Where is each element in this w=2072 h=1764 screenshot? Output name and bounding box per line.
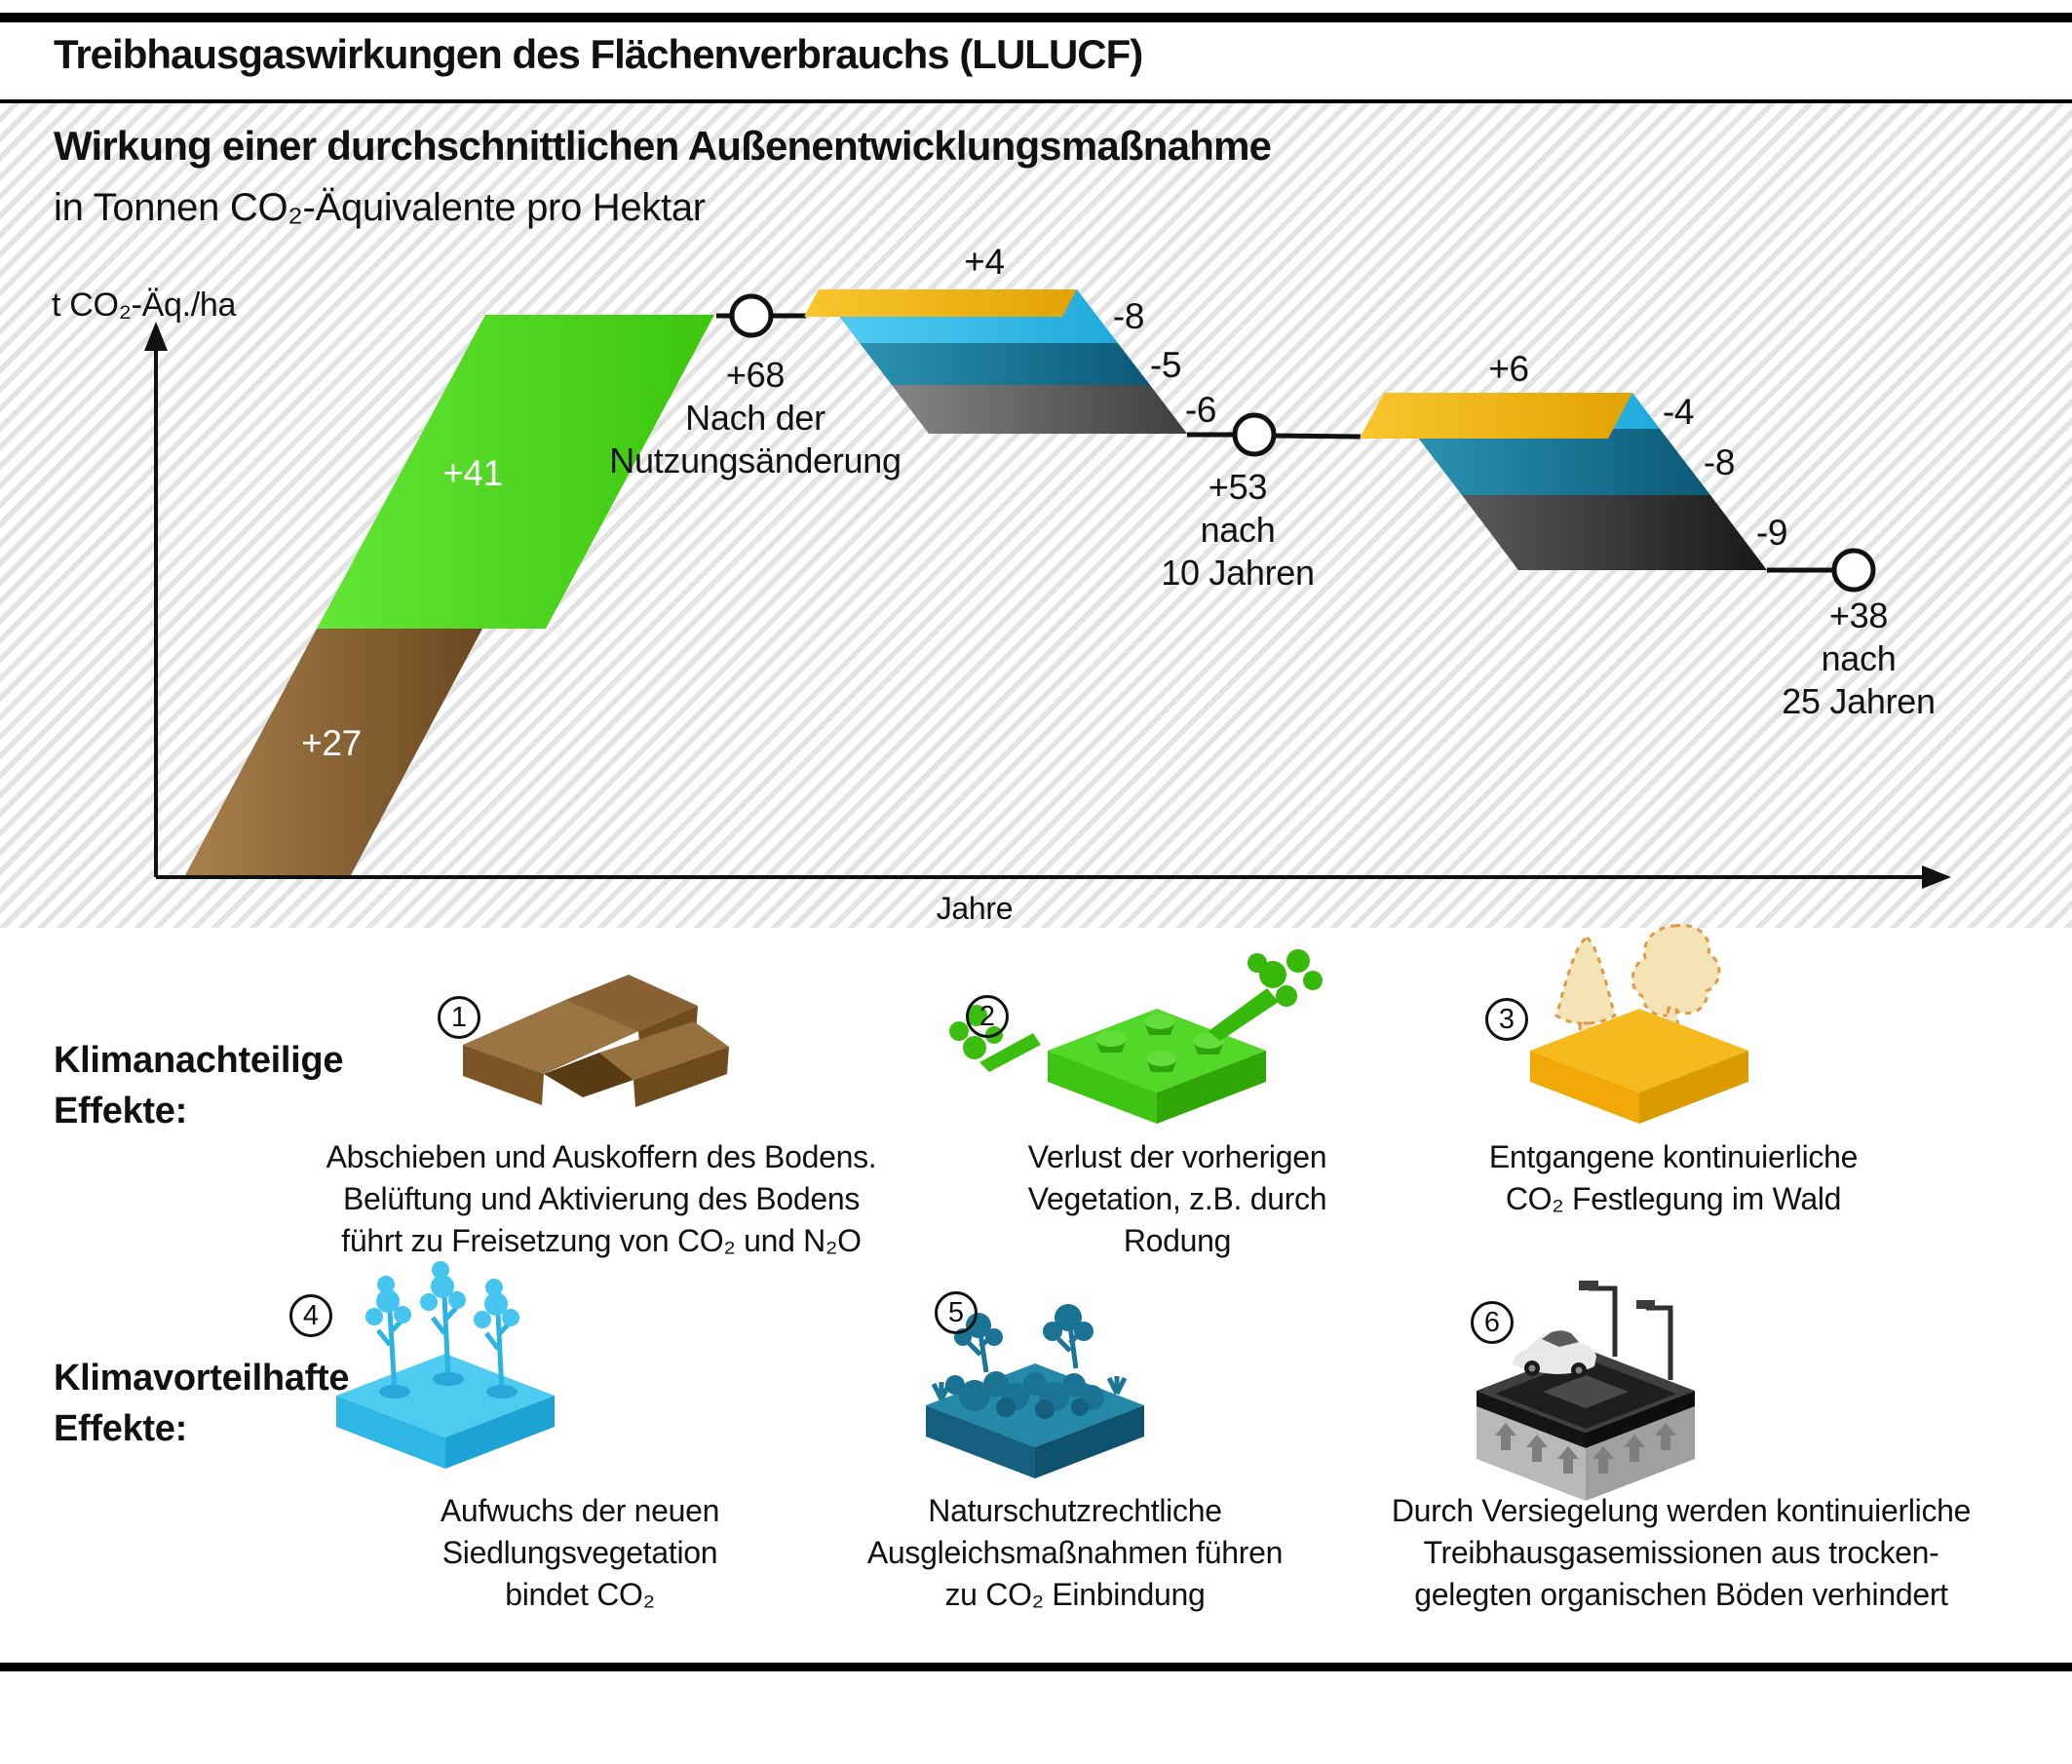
milestone-label-3: +38 nach 25 Jahren xyxy=(1782,595,1936,721)
compensation-measures-icon xyxy=(926,1304,1144,1478)
sealing-road-icon xyxy=(1477,1281,1695,1501)
milestone-marker-3 xyxy=(1831,548,1876,593)
effect-number-4-text: 4 xyxy=(302,1299,320,1331)
effect-number-1: 1 xyxy=(438,996,480,1039)
settlement-vegetation-icon xyxy=(336,1261,555,1469)
soil-excavation-icon xyxy=(463,975,729,1107)
soil-emission-band xyxy=(185,629,482,875)
soil-gain-label: +27 xyxy=(301,723,362,763)
effect-caption-3: Entgangene kontinuierliche CO₂ Festlegun… xyxy=(1488,1139,1859,1216)
effect-number-2: 2 xyxy=(966,995,1009,1038)
milestone-marker-2 xyxy=(1232,412,1277,457)
chart-unit-label: in Tonnen CO₂-Äquivalente pro Hektar xyxy=(54,186,706,229)
period2-teal-label: -8 xyxy=(1703,442,1736,482)
vegetation-loss-icon xyxy=(949,949,1323,1124)
effect-caption-1: Abschieben und Auskoffern des Bodens. Be… xyxy=(326,1139,877,1258)
milestone-label-2: +53 nach 10 Jahren xyxy=(1161,467,1315,593)
milestone-marker-1 xyxy=(729,293,774,338)
milestone-2-line-right xyxy=(1273,433,1362,440)
blocked-emission-arrows-icon xyxy=(1495,1423,1676,1474)
effect-number-6-text: 6 xyxy=(1483,1306,1501,1338)
effect-caption-2: Verlust der vorherigen Vegetation, z.B. … xyxy=(1027,1139,1327,1258)
effect-caption-4: Aufwuchs der neuen Siedlungsvegetation b… xyxy=(440,1493,720,1612)
effect-number-1-text: 1 xyxy=(450,1001,468,1033)
period1-orange-label: +4 xyxy=(964,242,1005,282)
period2-sealing-prevention-band xyxy=(1462,495,1767,570)
x-axis-arrow-icon xyxy=(1922,865,1951,889)
period1-lost-forest-sink-band xyxy=(804,289,1077,317)
period2-orange-label: +6 xyxy=(1488,349,1529,389)
car-icon xyxy=(1513,1330,1596,1378)
effect-number-2-text: 2 xyxy=(978,1000,996,1032)
y-axis-label: t CO₂-Äq./ha xyxy=(52,287,237,324)
header-divider xyxy=(0,99,2072,103)
period2-lost-forest-sink-band xyxy=(1360,393,1632,439)
period1-teal-label: -5 xyxy=(1149,345,1182,385)
effect-caption-6: Durch Versiegelung werden kontinuierlich… xyxy=(1391,1493,1972,1612)
positive-effects-heading: Klimavorteilhafte Effekte: xyxy=(54,1358,350,1449)
vegetation-gain-label: +41 xyxy=(442,453,503,493)
period1-gray-label: -6 xyxy=(1184,390,1217,430)
effect-number-5-text: 5 xyxy=(947,1296,965,1328)
lost-forest-sink-icon xyxy=(1530,923,1748,1124)
effect-number-3: 3 xyxy=(1485,998,1528,1041)
negative-effects-heading: Klimanachteilige Effekte: xyxy=(54,1040,344,1131)
effect-number-3-text: 3 xyxy=(1498,1003,1516,1035)
milestone-label-1: +68 Nach der Nutzungsänderung xyxy=(609,355,902,480)
y-axis-arrow-icon xyxy=(144,322,168,351)
period2-compensation-sink-band xyxy=(1411,429,1710,495)
period1-cyan-label: -8 xyxy=(1112,296,1145,336)
bottom-border xyxy=(0,1663,2072,1671)
x-axis-label: Jahre xyxy=(936,891,1014,926)
top-border xyxy=(0,13,2072,22)
period2-gray-label: -9 xyxy=(1755,513,1788,553)
period2-cyan-label: -4 xyxy=(1662,392,1695,432)
page-title: Treibhausgaswirkungen des Flächenverbrau… xyxy=(54,31,1143,77)
period1-compensation-sink-band xyxy=(860,343,1150,385)
effect-caption-5: Naturschutzrechtliche Ausgleichsmaßnahme… xyxy=(866,1493,1284,1612)
effect-number-6: 6 xyxy=(1471,1301,1514,1344)
effect-number-5: 5 xyxy=(935,1291,978,1334)
chart-subtitle: Wirkung einer durchschnittlichen Außenen… xyxy=(54,123,1272,169)
vegetation-emission-band xyxy=(317,315,714,629)
effect-number-4: 4 xyxy=(289,1294,332,1337)
period1-sealing-prevention-band xyxy=(892,385,1187,434)
